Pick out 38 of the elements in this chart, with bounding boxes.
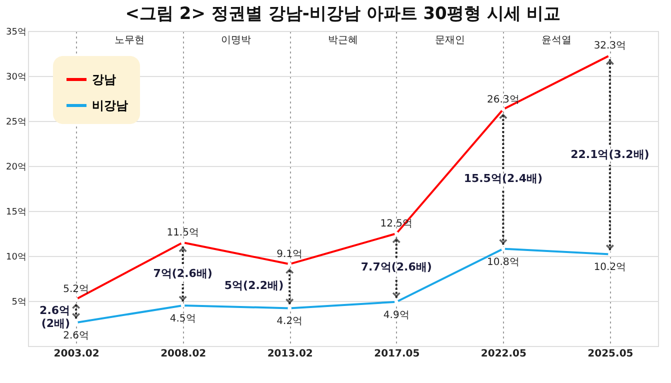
data-label: 2.6억	[63, 330, 90, 342]
y-tick-label: 35억	[6, 28, 26, 38]
legend-label: 비강남	[92, 98, 128, 112]
annotation: 박근혜	[328, 35, 358, 46]
data-label: 9.1억	[276, 249, 303, 260]
data-label: 26.3억	[487, 94, 520, 106]
chart-title: <그림 2> 정권별 강남-비강남 아파트 30평형 시세 비교	[125, 4, 561, 24]
x-tick-label: 2013.02	[267, 348, 313, 360]
annotation: 이명박	[221, 35, 252, 46]
annotation: 윤석열	[542, 35, 572, 46]
annotation: 문재인	[434, 35, 465, 46]
annotation: 7억(2.6배)	[153, 267, 212, 280]
x-tick-label: 2022.05	[480, 348, 526, 360]
y-tick-label: 20억	[6, 162, 26, 172]
y-tick-label: 15억	[6, 208, 26, 218]
data-label: 32.3억	[594, 40, 626, 52]
y-tick-label: 25억	[6, 118, 26, 128]
annotation: 노무현	[114, 35, 144, 46]
data-label: 4.5억	[170, 314, 196, 324]
data-label: 4.9억	[383, 310, 410, 321]
data-label: 5.2억	[63, 284, 90, 296]
annotation: 22.1억(3.2배)	[570, 148, 650, 161]
annotation: 15.5억(2.4배)	[464, 172, 543, 186]
x-tick-label: 2008.02	[160, 348, 206, 360]
y-tick-label: 5억	[12, 298, 26, 308]
annotation: 5억(2.2배)	[224, 279, 284, 292]
annotation: 7.7억(2.6배)	[360, 260, 432, 274]
x-tick-label: 2017.05	[374, 348, 420, 360]
x-tick-label: 2003.02	[54, 348, 100, 360]
y-tick-label: 10억	[6, 252, 26, 262]
annotation: 2.6억 (2배)	[40, 304, 70, 330]
data-label: 4.2억	[276, 316, 303, 328]
y-tick-label: 30억	[6, 72, 26, 82]
data-label: 10.2억	[594, 262, 626, 274]
data-label: 10.8억	[487, 256, 520, 268]
legend-label: 강남	[92, 72, 116, 86]
x-tick-label: 2025.05	[588, 348, 634, 360]
data-label: 11.5억	[166, 228, 199, 238]
